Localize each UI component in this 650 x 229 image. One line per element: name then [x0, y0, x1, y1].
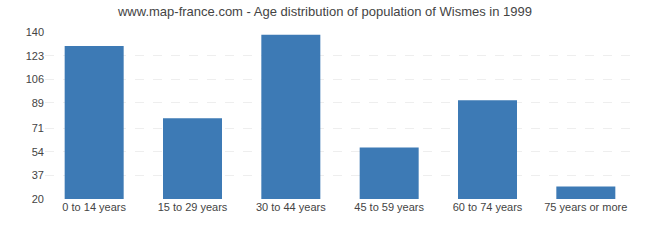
svg-text:45 to 59 years: 45 to 59 years: [354, 201, 424, 213]
svg-text:89: 89: [32, 97, 44, 109]
svg-text:106: 106: [26, 73, 44, 85]
svg-text:123: 123: [26, 50, 44, 62]
svg-text:71: 71: [32, 122, 44, 134]
svg-text:20: 20: [32, 193, 44, 205]
svg-text:60 to 74 years: 60 to 74 years: [453, 201, 523, 213]
svg-text:www.map-france.com - Age distr: www.map-france.com - Age distribution of…: [117, 4, 532, 19]
svg-text:37: 37: [32, 169, 44, 181]
svg-text:54: 54: [32, 146, 44, 158]
svg-text:15 to 29 years: 15 to 29 years: [158, 201, 228, 213]
svg-text:30 to 44 years: 30 to 44 years: [256, 201, 326, 213]
svg-text:0 to 14 years: 0 to 14 years: [62, 201, 126, 213]
svg-text:140: 140: [26, 26, 44, 38]
svg-text:75 years or more: 75 years or more: [544, 201, 627, 213]
